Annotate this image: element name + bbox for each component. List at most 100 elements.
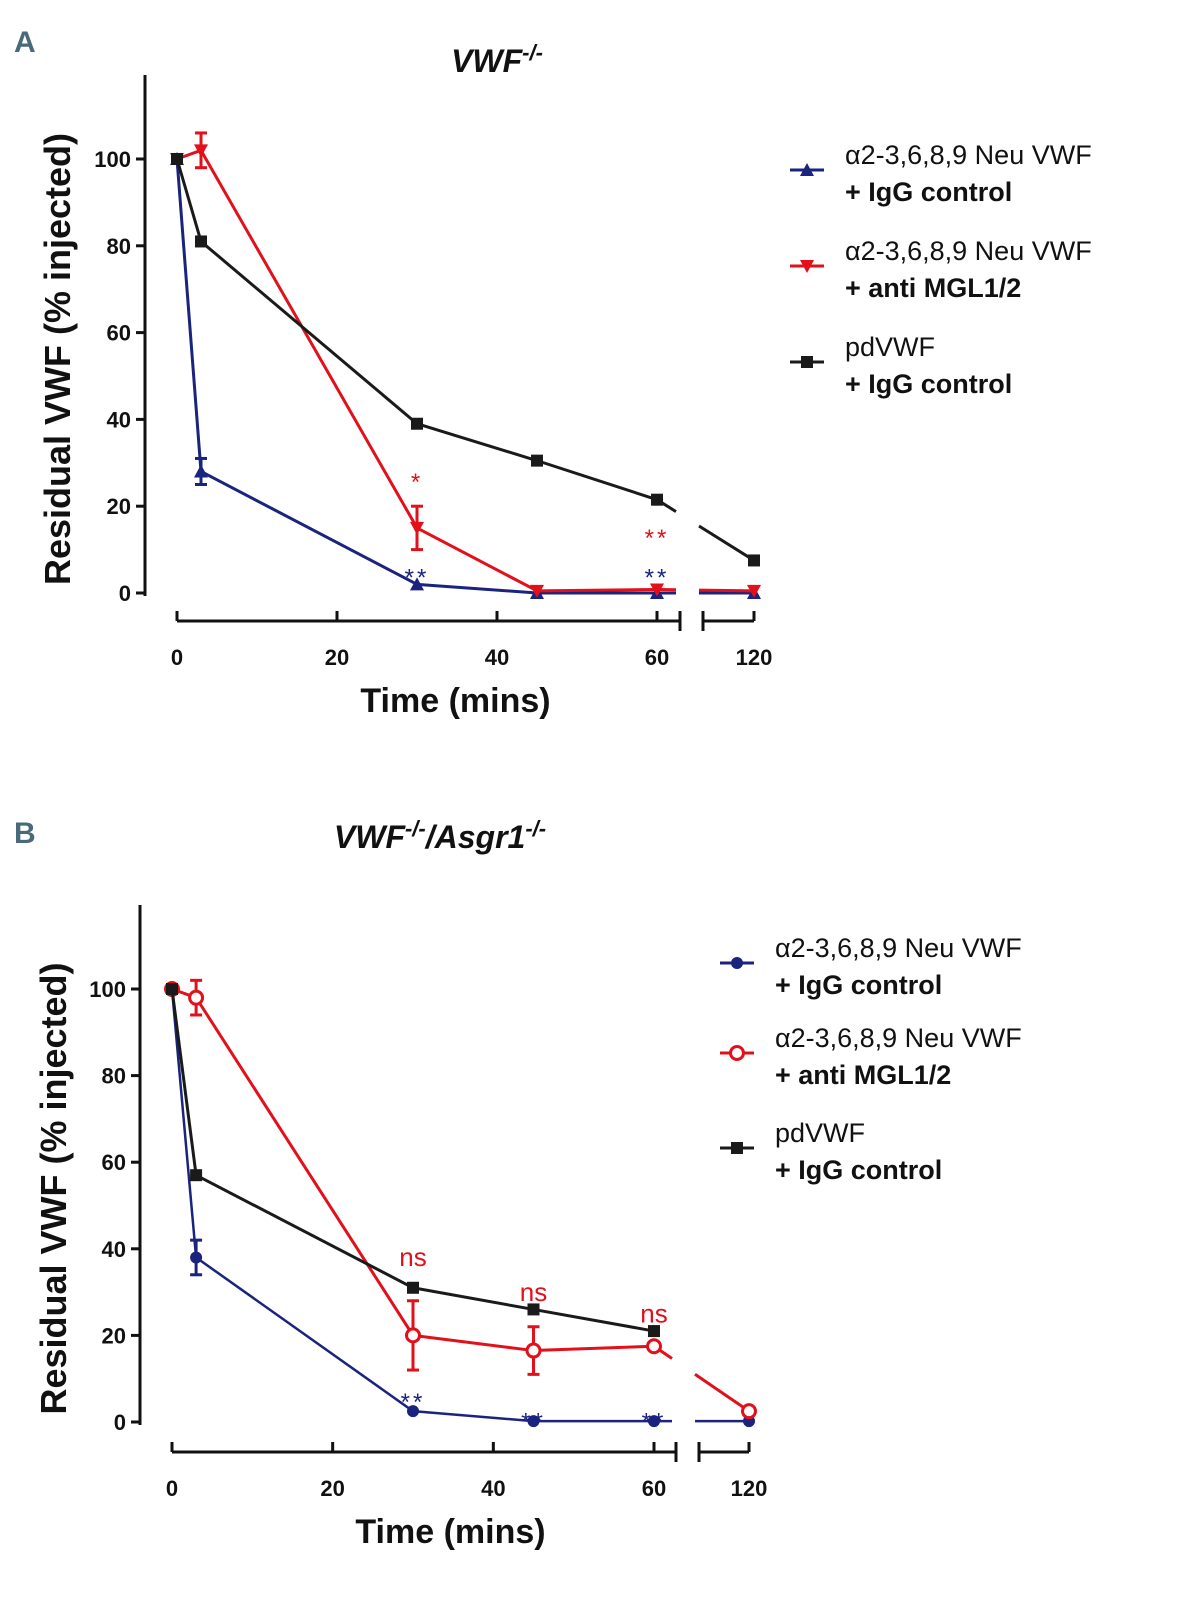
- x-axis-label: Time (mins): [355, 1513, 545, 1551]
- y-tick-label: 20: [107, 494, 131, 519]
- series-line-segment: [200, 470, 418, 586]
- chart-title: VWF-/-/Asgr1-/-: [334, 816, 546, 855]
- series-line-segment: [416, 422, 538, 463]
- x-tick-label: 20: [320, 1476, 344, 1501]
- marker-triangle-down: [800, 260, 814, 273]
- marker-square: [411, 417, 423, 430]
- panel-A: A VWF-/- 0 20 40 60 80 100 Residual VWF (% injec…: [14, 26, 1092, 720]
- x-tick-label: 120: [736, 645, 773, 670]
- marker-square: [190, 1169, 203, 1182]
- series-line-segment: [536, 588, 658, 593]
- marker-square: [648, 1325, 660, 1338]
- significance-annotation: ns: [399, 1242, 426, 1272]
- marker-triangle-down: [410, 521, 424, 535]
- title-part: VWF: [451, 43, 524, 79]
- title-part: /Asgr1: [424, 819, 526, 855]
- panel-label: A: [14, 26, 36, 59]
- marker-open-circle: [405, 1327, 421, 1344]
- legend-label-line1: α2-3,6,8,9 Neu VWF: [775, 933, 1022, 963]
- marker-square: [195, 235, 207, 248]
- y-tick-label: 20: [102, 1323, 126, 1348]
- legend-item-0: α2-3,6,8,9 Neu VWF + IgG control: [790, 140, 1092, 207]
- marker-square: [801, 356, 813, 368]
- legend-label-line2: + IgG control: [775, 970, 942, 1000]
- series-line-segment: [170, 988, 198, 1258]
- x-tick-label: 0: [166, 1476, 178, 1501]
- marker-open-circle: [741, 1403, 757, 1420]
- chart-title: VWF-/-: [451, 40, 543, 79]
- marker-circle: [407, 1405, 419, 1418]
- legend-label-line2: + IgG control: [845, 177, 1012, 207]
- legend-item-2: pdVWF + IgG control: [790, 332, 1012, 399]
- marker-square: [171, 153, 183, 165]
- series-line-segment: [416, 526, 538, 593]
- series-1: [164, 978, 757, 1420]
- marker-triangle-down: [530, 584, 544, 598]
- legend-label-line1: pdVWF: [845, 332, 935, 362]
- y-tick-label: 80: [107, 234, 131, 259]
- x-tick-label: 60: [642, 1476, 666, 1501]
- series-line-segment: [175, 158, 203, 242]
- series-line-segment: [536, 459, 658, 502]
- legend-label-line1: α2-3,6,8,9 Neu VWF: [845, 140, 1092, 170]
- marker-triangle-up: [800, 163, 814, 176]
- marker-triangle-down: [747, 584, 761, 598]
- marker-circle: [648, 1415, 660, 1428]
- legend-item-1: α2-3,6,8,9 Neu VWF + anti MGL1/2: [720, 1023, 1022, 1090]
- legend-label-line2: + anti MGL1/2: [775, 1060, 951, 1090]
- significance-annotation: **: [645, 564, 670, 591]
- legend-label-line2: + IgG control: [775, 1155, 942, 1185]
- series-2: [166, 983, 660, 1338]
- title-part: -/-: [405, 816, 426, 841]
- panel-label: B: [14, 817, 36, 850]
- title-part: -/-: [522, 40, 543, 65]
- marker-square: [527, 1303, 540, 1316]
- legend-label-line1: pdVWF: [775, 1118, 865, 1148]
- series-line-segment: [412, 1409, 534, 1423]
- series-line-segment: [194, 996, 415, 1337]
- y-tick-label: 80: [102, 1064, 126, 1089]
- marker-circle: [731, 957, 743, 969]
- y-tick-label: 60: [102, 1150, 126, 1175]
- significance-annotation: ns: [640, 1298, 667, 1328]
- series-1: [170, 131, 761, 598]
- series-line-segment: [698, 588, 755, 593]
- x-axis-label: Time (mins): [360, 682, 550, 720]
- series-line-segment: [698, 524, 755, 562]
- y-tick-label: 100: [89, 977, 126, 1002]
- y-axis-label: Residual VWF (% injected): [33, 962, 74, 1414]
- series-line-segment: [175, 158, 203, 472]
- y-tick-label: 40: [107, 407, 131, 432]
- marker-triangle-down: [650, 583, 664, 597]
- series-line-segment: [195, 1256, 414, 1413]
- marker-square: [166, 983, 178, 995]
- title-part: VWF: [334, 819, 407, 855]
- legend-label-line1: α2-3,6,8,9 Neu VWF: [775, 1023, 1022, 1053]
- marker-triangle-up: [410, 577, 424, 591]
- marker-triangle-down: [194, 144, 208, 158]
- title-part: -/-: [525, 816, 546, 841]
- marker-triangle-up: [194, 464, 208, 478]
- x-tick-label: 40: [481, 1476, 505, 1501]
- series-line-segment: [412, 1333, 534, 1353]
- legend-label-line1: α2-3,6,8,9 Neu VWF: [845, 236, 1092, 266]
- series-line-segment: [533, 1344, 655, 1353]
- marker-square: [407, 1281, 419, 1294]
- marker-square: [651, 493, 663, 506]
- x-tick-label: 120: [731, 1476, 768, 1501]
- series-line-segment: [170, 988, 198, 1176]
- x-tick-label: 0: [171, 645, 183, 670]
- series-2: [171, 153, 760, 567]
- marker-circle: [190, 1251, 203, 1264]
- significance-annotation: **: [401, 1389, 426, 1416]
- series-line-segment: [694, 1373, 750, 1413]
- legend-item-2: pdVWF + IgG control: [720, 1118, 942, 1185]
- y-axis-label: Residual VWF (% injected): [37, 133, 78, 585]
- marker-open-circle: [646, 1338, 662, 1355]
- marker-open-circle: [525, 1342, 542, 1359]
- series-line-segment: [412, 1286, 534, 1311]
- marker-circle: [527, 1415, 540, 1428]
- x-tick-label: 60: [645, 645, 669, 670]
- significance-annotation: **: [642, 1409, 667, 1436]
- marker-square: [531, 454, 543, 467]
